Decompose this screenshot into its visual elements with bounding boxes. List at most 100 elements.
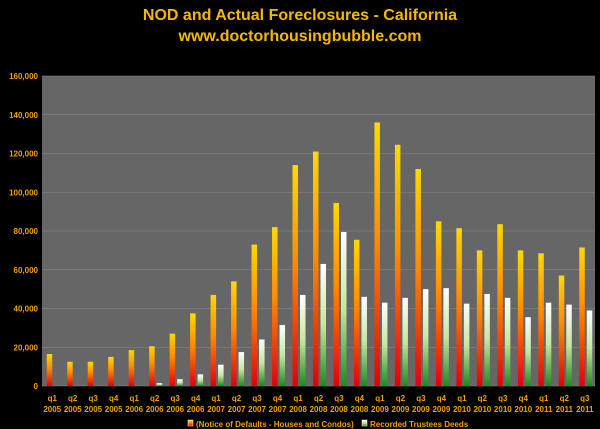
x-tick-quarter: q2 [314, 394, 324, 403]
bar-trustees-deeds [279, 324, 286, 386]
y-tick-label: 140,000 [9, 111, 38, 120]
x-tick-year: 2005 [84, 405, 102, 414]
bar-trustees-deeds [381, 302, 388, 386]
x-tick-year: 2010 [514, 405, 532, 414]
bars [46, 122, 593, 386]
bar-nod [108, 356, 114, 386]
bar-nod [272, 227, 278, 386]
bar-nod [231, 281, 237, 386]
x-tick-quarter: q4 [519, 394, 529, 403]
bar-trustees-deeds [504, 297, 511, 386]
x-tick-year: 2010 [473, 405, 491, 414]
x-tick-quarter: q1 [539, 394, 549, 403]
bar-nod [169, 333, 176, 386]
x-tick-quarter: q3 [334, 394, 344, 403]
bar-trustees-deeds [566, 304, 572, 386]
x-tick-quarter: q2 [232, 394, 242, 403]
legend-swatch-nod [187, 419, 194, 427]
x-tick-quarter: q1 [129, 394, 139, 403]
x-tick-year: 2006 [187, 405, 205, 414]
bar-trustees-deeds [238, 352, 245, 386]
bar-nod [579, 247, 585, 386]
y-tick-label: 20,000 [14, 343, 39, 352]
bar-trustees-deeds [463, 303, 470, 386]
bar-nod [353, 239, 360, 386]
x-tick-quarter: q1 [48, 394, 58, 403]
bar-nod [435, 221, 442, 386]
y-tick-label: 160,000 [9, 72, 38, 81]
x-tick-quarter: q4 [109, 394, 119, 403]
x-tick-year: 2011 [535, 405, 553, 414]
bar-nod [394, 144, 401, 386]
y-tick-label: 60,000 [14, 266, 39, 275]
x-tick-quarter: q1 [457, 394, 467, 403]
y-tick-label: 80,000 [14, 227, 39, 236]
x-tick-quarter: q4 [273, 394, 283, 403]
x-tick-year: 2005 [43, 405, 61, 414]
bar-trustees-deeds [259, 339, 265, 386]
bar-nod [333, 202, 339, 386]
x-axis: q1 2005 q2 2005 q3 2005 q4 2005 q1 2006 q2 2006 q3 20… [43, 394, 594, 414]
x-tick-quarter: q3 [252, 394, 262, 403]
y-tick-label: 0 [34, 382, 39, 391]
x-tick-year: 2008 [289, 405, 307, 414]
bar-nod [87, 361, 94, 386]
x-tick-quarter: q2 [150, 394, 160, 403]
bar-nod [415, 169, 421, 386]
bar-nod [190, 313, 196, 386]
x-tick-year: 2007 [248, 405, 266, 414]
x-tick-quarter: q2 [396, 394, 406, 403]
x-tick-quarter: q2 [560, 394, 570, 403]
y-tick-label: 40,000 [14, 305, 39, 314]
x-tick-year: 2011 [556, 405, 574, 414]
x-tick-quarter: q2 [478, 394, 488, 403]
bar-trustees-deeds [361, 296, 367, 386]
x-tick-quarter: q1 [211, 394, 221, 403]
x-tick-year: 2009 [392, 405, 410, 414]
bar-nod [313, 151, 319, 386]
x-tick-quarter: q4 [191, 394, 201, 403]
chart-subtitle: www.doctorhousingbubble.com [178, 28, 422, 45]
bar-trustees-deeds [525, 317, 531, 386]
bar-nod [476, 250, 483, 386]
bar-trustees-deeds [586, 310, 593, 386]
x-tick-quarter: q3 [580, 394, 590, 403]
x-tick-quarter: q2 [68, 394, 78, 403]
y-tick-label: 120,000 [9, 150, 38, 159]
bar-nod [497, 224, 503, 386]
legend-swatch-trustees [361, 419, 368, 427]
x-tick-year: 2005 [105, 405, 123, 414]
x-tick-quarter: q3 [498, 394, 508, 403]
bar-trustees-deeds [484, 293, 490, 386]
x-tick-quarter: q4 [355, 394, 365, 403]
bar-nod [128, 350, 135, 386]
x-tick-quarter: q1 [375, 394, 385, 403]
x-tick-quarter: q3 [170, 394, 180, 403]
x-tick-year: 2006 [125, 405, 143, 414]
y-axis: 0 20,000 40,000 60,000 80,000 100,000 120,000 1… [9, 72, 38, 391]
bar-nod [456, 228, 462, 386]
x-tick-year: 2007 [269, 405, 287, 414]
x-tick-year: 2007 [207, 405, 225, 414]
bar-trustees-deeds [197, 374, 204, 386]
y-tick-label: 100,000 [9, 188, 38, 197]
x-tick-year: 2008 [330, 405, 348, 414]
bar-nod [210, 294, 217, 386]
bar-trustees-deeds [300, 294, 306, 386]
bar-trustees-deeds [320, 263, 326, 386]
bar-trustees-deeds [402, 297, 408, 386]
bar-nod [538, 253, 544, 386]
x-tick-year: 2009 [371, 405, 389, 414]
bar-nod [251, 244, 258, 386]
bar-nod [374, 122, 380, 386]
x-tick-year: 2009 [412, 405, 430, 414]
x-tick-year: 2010 [453, 405, 471, 414]
x-tick-year: 2005 [64, 405, 82, 414]
chart-title: NOD and Actual Foreclosures - California [142, 7, 458, 24]
bar-nod [292, 165, 299, 386]
bar-trustees-deeds [156, 383, 163, 386]
x-tick-year: 2008 [351, 405, 369, 414]
x-tick-quarter: q3 [416, 394, 426, 403]
bar-nod [149, 346, 155, 386]
